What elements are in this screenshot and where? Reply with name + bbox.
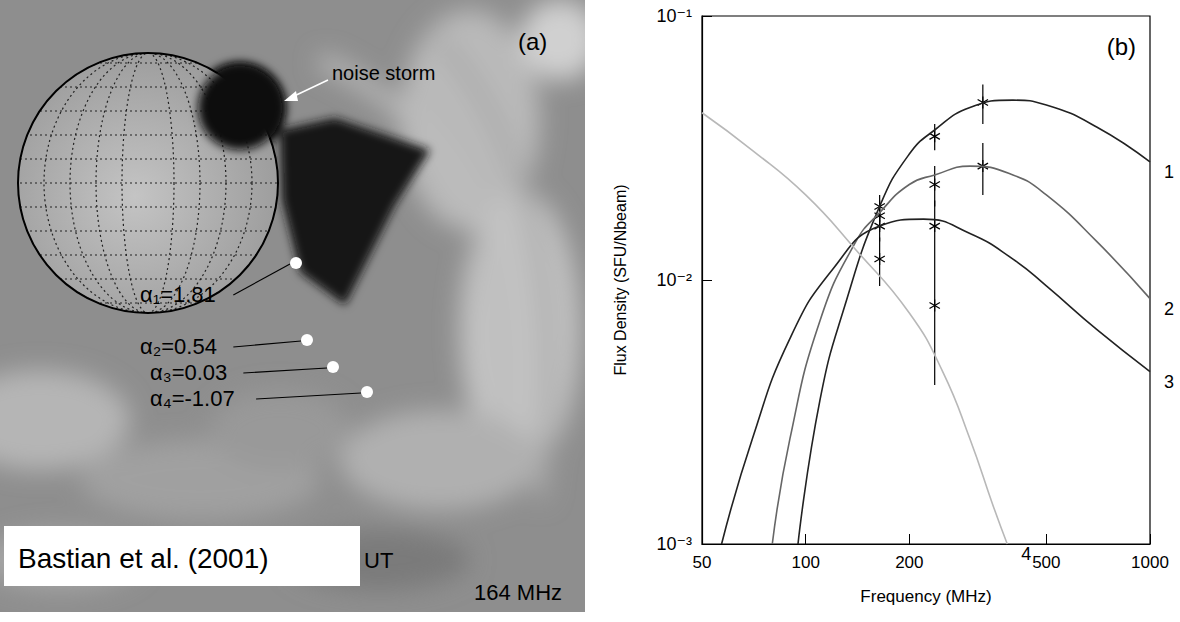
svg-text:α₃=0.03: α₃=0.03 bbox=[150, 360, 227, 385]
svg-text:α₄=-1.07: α₄=-1.07 bbox=[150, 386, 235, 411]
svg-text:1: 1 bbox=[1164, 162, 1174, 182]
svg-text:(b): (b) bbox=[1107, 33, 1136, 60]
svg-text:4: 4 bbox=[1021, 544, 1031, 564]
svg-text:Bastian et al. (2001): Bastian et al. (2001) bbox=[18, 543, 269, 574]
svg-text:500: 500 bbox=[1032, 553, 1060, 572]
svg-text:164 MHz: 164 MHz bbox=[474, 580, 562, 605]
svg-text:100: 100 bbox=[791, 553, 819, 572]
svg-text:2: 2 bbox=[1164, 299, 1174, 319]
svg-text:50: 50 bbox=[693, 553, 712, 572]
svg-text:noise storm: noise storm bbox=[332, 62, 435, 84]
svg-text:(a): (a) bbox=[518, 28, 547, 55]
svg-text:Frequency (MHz): Frequency (MHz) bbox=[860, 587, 991, 606]
svg-text:3: 3 bbox=[1164, 372, 1174, 392]
svg-text:α₂=0.54: α₂=0.54 bbox=[140, 334, 217, 359]
svg-text:200: 200 bbox=[895, 553, 923, 572]
svg-text:10⁻¹: 10⁻¹ bbox=[656, 6, 692, 26]
svg-text:UT: UT bbox=[364, 548, 393, 573]
svg-text:10⁻³: 10⁻³ bbox=[656, 534, 692, 554]
svg-text:10⁻²: 10⁻² bbox=[656, 270, 692, 290]
svg-text:1000: 1000 bbox=[1131, 553, 1169, 572]
svg-text:α₁=1.81: α₁=1.81 bbox=[140, 282, 216, 307]
svg-text:Flux Density (SFU/Nbeam): Flux Density (SFU/Nbeam) bbox=[612, 184, 629, 375]
